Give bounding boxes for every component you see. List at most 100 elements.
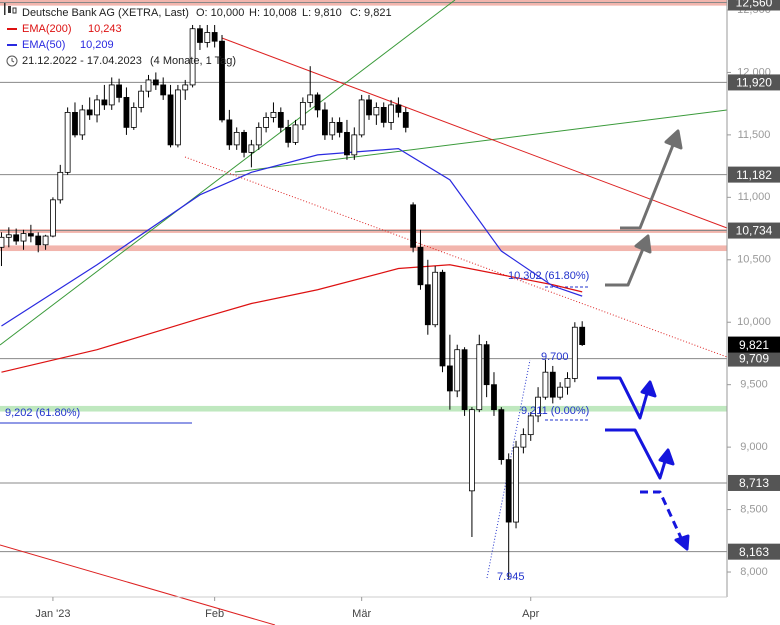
candle-body (498, 409, 505, 461)
candle-body (219, 40, 225, 121)
candle-body (366, 99, 372, 116)
level-label: 10,734 (736, 224, 773, 238)
candle-body (255, 126, 262, 146)
legend-icon (11, 58, 15, 63)
candle-body (564, 378, 571, 388)
candle-body (557, 386, 564, 398)
arrow-head (640, 380, 657, 398)
legend-icon (8, 6, 11, 13)
candle-body (571, 326, 578, 379)
annotation: 9,202 (61.80%) (5, 407, 80, 419)
candle-body (145, 79, 152, 92)
trend-line (0, 544, 276, 625)
legend-value: 10,209 (80, 39, 114, 51)
candle-body (579, 326, 586, 345)
trend-line (221, 37, 728, 229)
candle-body (167, 94, 174, 146)
arrow-head (658, 448, 675, 466)
legend-value: 10,243 (88, 23, 122, 35)
legend-quote: L: 9,810 (302, 7, 342, 19)
candle-body (513, 446, 519, 523)
candle-body (285, 126, 292, 143)
candle-body (174, 89, 181, 146)
y-tick-label: 10,500 (737, 254, 771, 266)
candle-body (307, 94, 314, 103)
candle-body (189, 28, 196, 86)
candle-body (542, 371, 549, 398)
candle-body (152, 79, 159, 86)
trend-line (234, 109, 728, 173)
annotation: 7.945 (497, 571, 525, 583)
level-label: 8,163 (739, 545, 769, 559)
candle-body (410, 204, 417, 248)
candle-body (270, 112, 277, 118)
y-tick-label: 9,500 (740, 379, 768, 391)
candle-body (358, 99, 365, 136)
candle-body (27, 233, 34, 237)
candle-body (314, 94, 321, 111)
candle-body (204, 32, 211, 43)
candle-body (138, 90, 145, 108)
candle-body (483, 344, 490, 386)
candle-body (344, 131, 350, 156)
level-box (728, 474, 780, 491)
candle-body (20, 233, 27, 242)
candle-body (432, 271, 439, 326)
last-box (728, 336, 780, 353)
candle-body (160, 84, 167, 96)
level-box (728, 0, 780, 11)
last-label: 9,821 (739, 338, 769, 352)
candle-body (50, 199, 56, 237)
level-label: 8,713 (739, 476, 769, 490)
candle-body (116, 84, 122, 98)
candle-body (86, 109, 93, 116)
candle-body (57, 171, 64, 201)
level-box (728, 166, 780, 183)
candle-body (373, 107, 380, 116)
arrow-head (664, 129, 683, 150)
candle-body (491, 384, 497, 411)
y-tick-label: 11,000 (738, 191, 771, 203)
x-tick-label: Mär (352, 608, 371, 620)
legend-period-note: (4 Monate, 1 Tag) (150, 55, 236, 67)
candle-body (64, 112, 71, 173)
candle-body (263, 117, 270, 128)
candle-body (402, 112, 409, 128)
trend-line (184, 156, 728, 358)
legend-icon (4, 3, 6, 15)
level-box (728, 350, 780, 367)
legend-quote: H: 10,008 (249, 7, 297, 19)
level-box (728, 543, 780, 560)
candle-body (329, 121, 336, 136)
arrow-head (634, 234, 652, 254)
legend-icon (12, 7, 17, 14)
candle-body (535, 396, 541, 417)
ema-line (1, 148, 583, 327)
candle-body (424, 284, 431, 326)
scenario-arrow (620, 139, 677, 230)
candle-body (211, 32, 218, 42)
candle-body (94, 99, 100, 116)
candle-body (299, 102, 306, 126)
candle-body (520, 434, 527, 448)
scenario-arrow (605, 243, 647, 287)
candle-body (476, 344, 483, 411)
candle-body (454, 349, 461, 392)
candle-body (42, 235, 49, 246)
legend-label: EMA(200) (22, 23, 72, 35)
candle-body (505, 459, 512, 523)
candle-body (197, 28, 203, 43)
candle-body (388, 104, 394, 123)
y-tick-label: 9,000 (740, 441, 768, 453)
x-tick-label: Jan '23 (35, 608, 70, 620)
candle-body (527, 415, 534, 436)
candle-body (72, 112, 78, 136)
candle-body (417, 246, 424, 286)
candle-body (336, 121, 343, 133)
candle-body (446, 365, 453, 392)
candle-body (292, 124, 299, 143)
x-tick-label: Feb (205, 608, 224, 620)
candle-body (182, 84, 189, 91)
annotation: 9,211 (0.00%) (521, 405, 589, 417)
zone (0, 245, 727, 252)
